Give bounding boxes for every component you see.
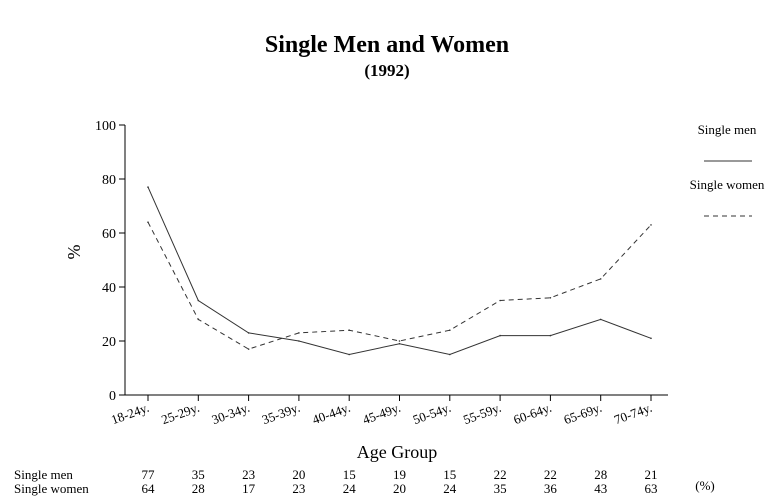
data-point [650,224,652,226]
table-cell: 15 [443,467,456,482]
data-point [599,318,602,321]
data-point [650,337,652,340]
data-point [599,278,602,280]
series-layer [147,186,652,356]
legend: Single men Single women [690,122,765,217]
data-point [449,353,451,356]
x-tick-label: 45-49y. [361,400,403,428]
y-tick-label: 0 [109,389,116,404]
chart-subtitle: (1992) [364,61,409,80]
table-cell: 24 [443,481,457,496]
table-row-label: Single women [14,481,89,496]
x-tick-label: 35-39y. [260,400,302,428]
x-tick-label: 50-54y. [411,400,453,428]
table-cell: 35 [494,481,507,496]
table-cell: 15 [343,467,356,482]
table-cell: 23 [242,467,255,482]
data-point [147,186,149,188]
data-point [398,340,401,342]
table-cell: 22 [494,467,507,482]
table-cell: 24 [343,481,357,496]
legend-label: Single women [690,177,765,192]
x-tick-label: 70-74y. [612,400,654,428]
x-tick-label: 60-64y. [511,400,553,428]
data-point [549,297,552,299]
x-axis: 18-24y. 25-29y. 30-34y. 35-39y. 40-44y. 45-49… [109,394,668,428]
table-cell: 19 [393,467,406,482]
x-tick-label: 40-44y. [310,400,352,428]
data-point [398,342,401,345]
data-point [247,332,250,334]
table-cell: 43 [594,481,607,496]
data-point [197,299,200,302]
data-point [348,329,351,332]
data-point [298,332,300,334]
table-cell: 77 [142,467,156,482]
table-cell: 20 [292,467,305,482]
data-point [197,318,200,321]
table-cell: 17 [242,481,256,496]
x-axis-label: Age Group [357,442,437,462]
table-row-label: Single men [14,467,73,482]
table-cell: 36 [544,481,558,496]
y-axis-label: % [64,245,84,260]
table-cell: 23 [292,481,305,496]
data-point [247,348,250,350]
chart-title: Single Men and Women [265,32,509,58]
y-tick-label: 60 [102,227,116,242]
data-point [348,353,351,356]
series-line-single-women [147,221,652,350]
x-tick-label: 25-29y. [159,400,201,428]
data-point [549,334,552,337]
data-point [499,299,501,302]
table-cell: 21 [645,467,658,482]
table-unit: (%) [695,478,715,493]
table-cell: 64 [142,481,156,496]
table-cell: 28 [192,481,205,496]
data-point [298,340,300,342]
x-tick-label: 30-34y. [210,400,252,428]
y-tick-label: 80 [102,173,116,188]
legend-label: Single men [698,122,757,137]
table-cell: 63 [645,481,658,496]
x-tick-label: 65-69y. [562,400,604,428]
y-tick-label: 100 [95,119,116,134]
data-point [499,334,501,337]
table-cell: 28 [594,467,607,482]
x-tick-label: 55-59y. [461,400,503,428]
table-cell: 20 [393,481,406,496]
table-cell: 35 [192,467,205,482]
table-cell: 22 [544,467,557,482]
y-tick-label: 20 [102,335,116,350]
series-line-single-men [147,186,652,356]
data-point [449,329,451,332]
y-tick-label: 40 [102,281,116,296]
y-axis: 0 20 40 60 80 100 [95,119,126,404]
data-point [147,221,149,223]
